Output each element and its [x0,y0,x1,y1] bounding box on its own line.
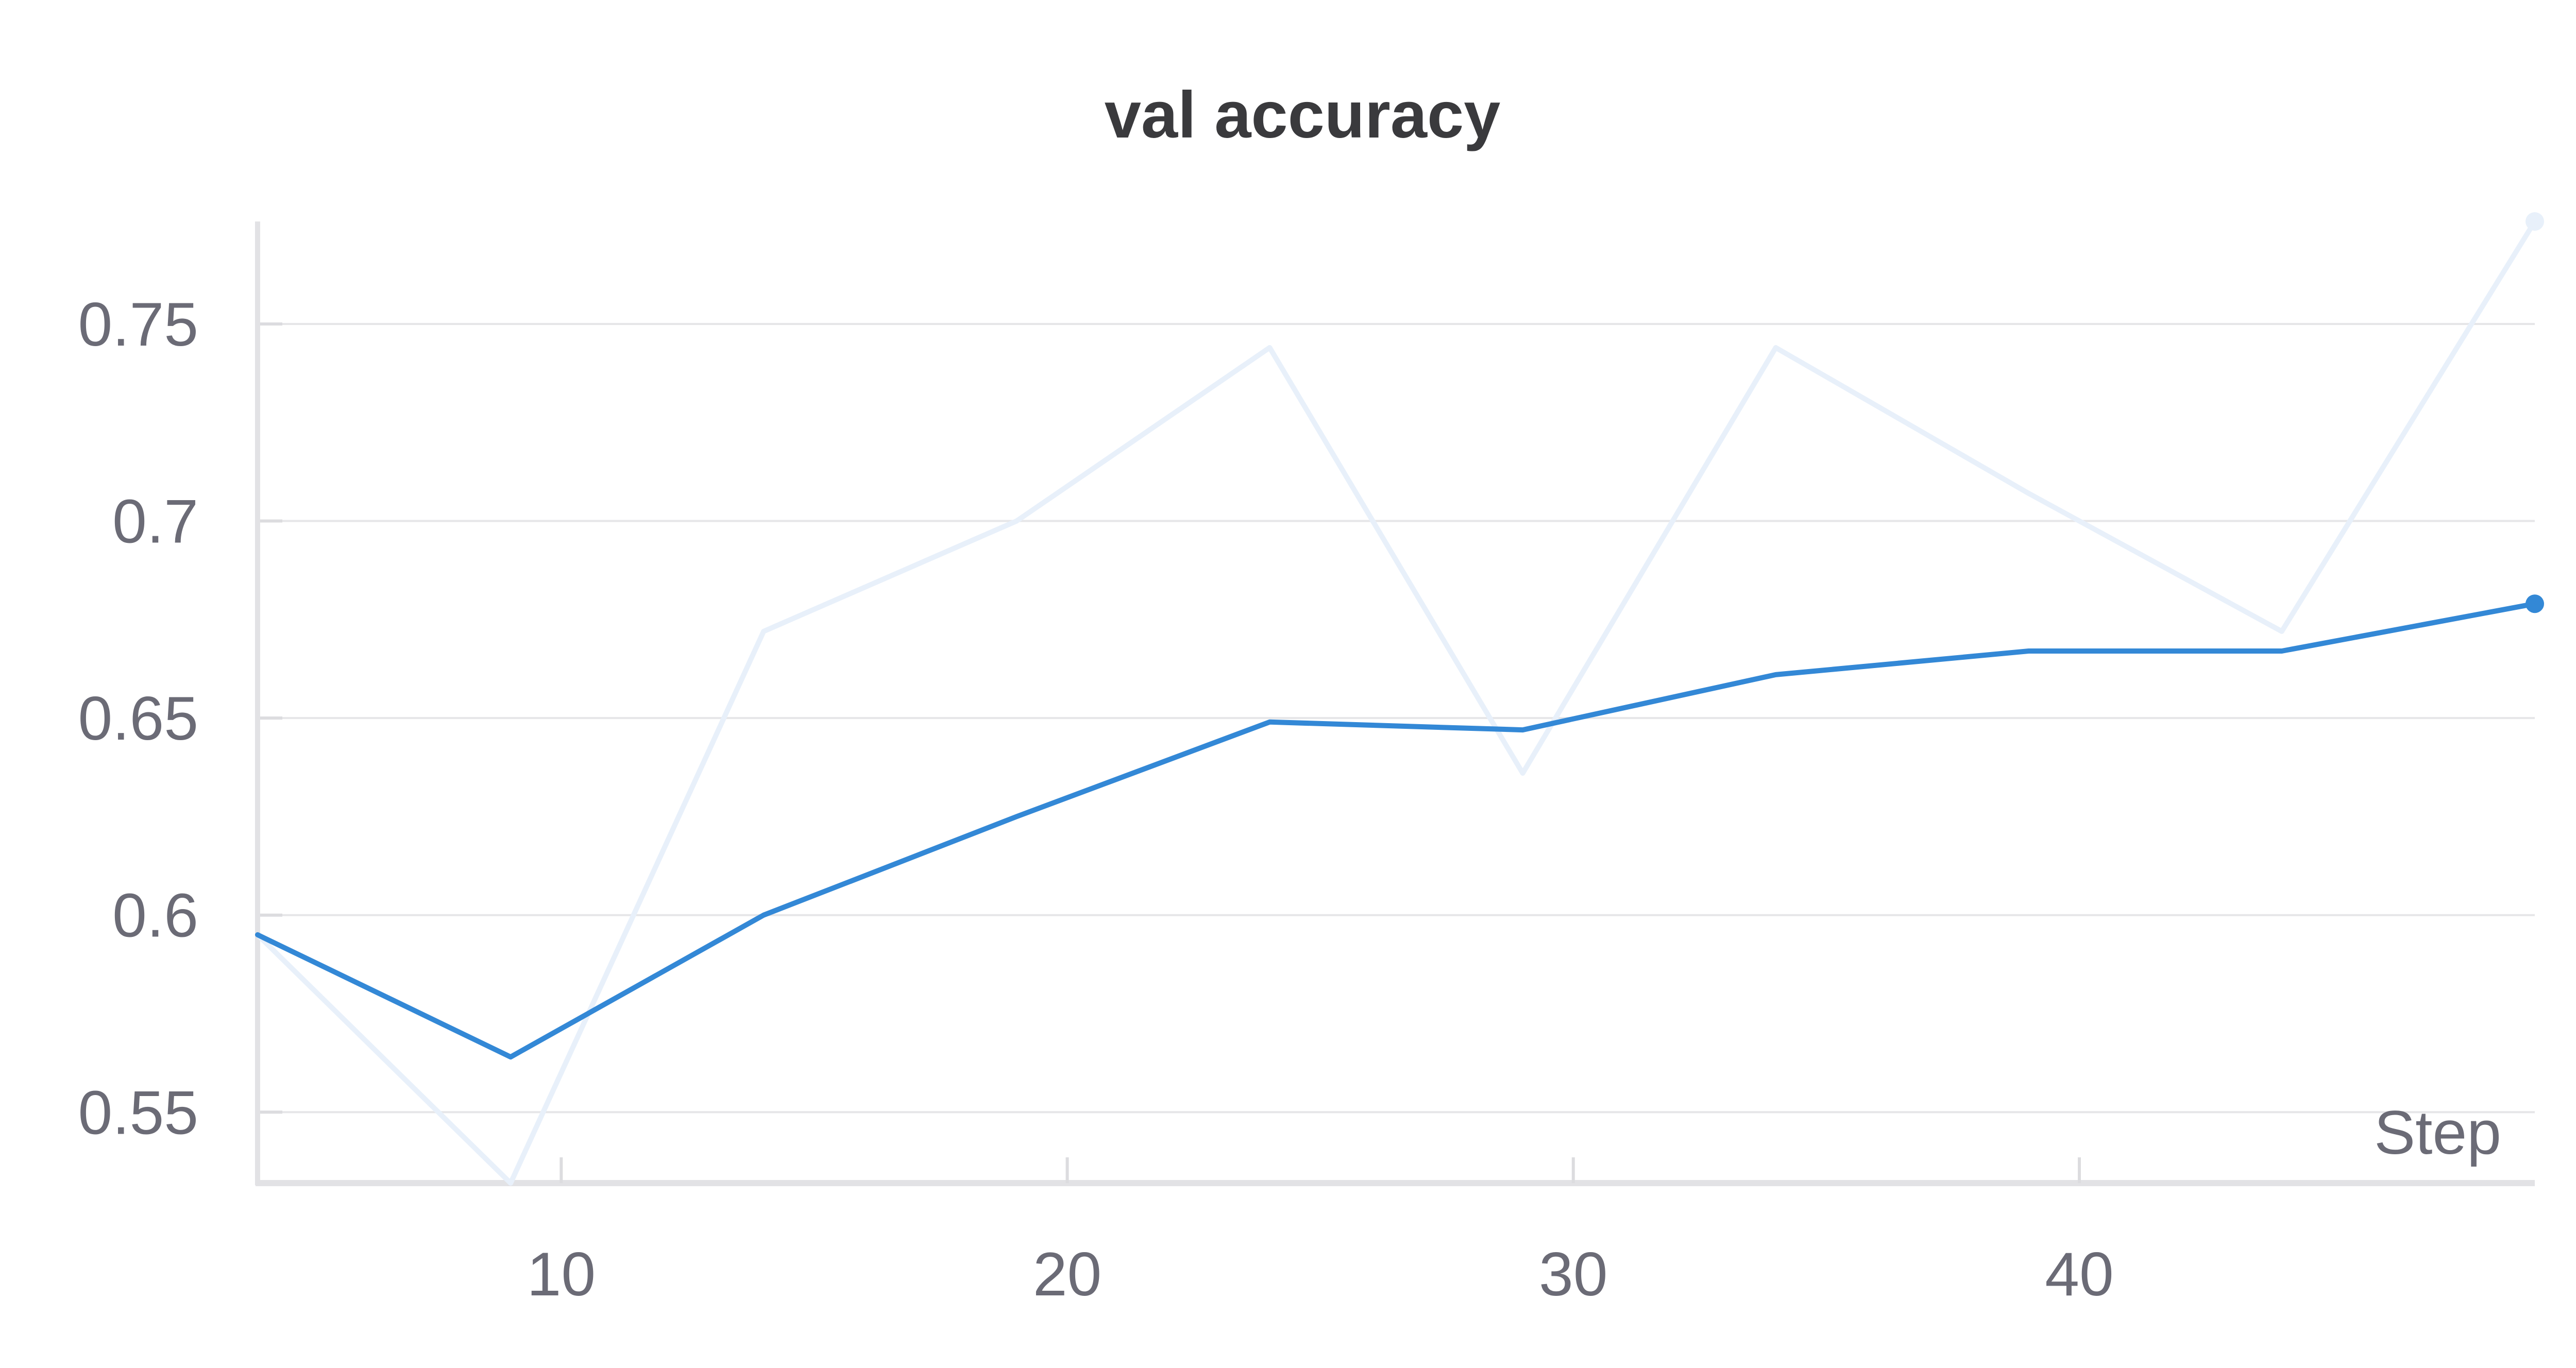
y-tick-label: 0.7 [112,487,198,556]
y-tick-label: 0.6 [112,881,198,950]
x-tick-label: 30 [1539,1240,1607,1309]
x-tick-label: 20 [1033,1240,1101,1309]
x-tick-label: 40 [2045,1240,2113,1309]
series-line-smoothed [255,601,2537,1060]
data-point-raw [2526,212,2544,231]
chart-title: val accuracy [1104,78,1501,152]
x-axis-label: Step [2374,1098,2501,1167]
data-point-smoothed [2526,594,2544,613]
y-tick-label: 0.65 [78,684,198,753]
y-tick-label: 0.55 [78,1078,198,1147]
x-tick-label: 10 [527,1240,596,1309]
y-tick-label: 0.75 [78,290,198,359]
series-line-raw [255,219,2537,1186]
